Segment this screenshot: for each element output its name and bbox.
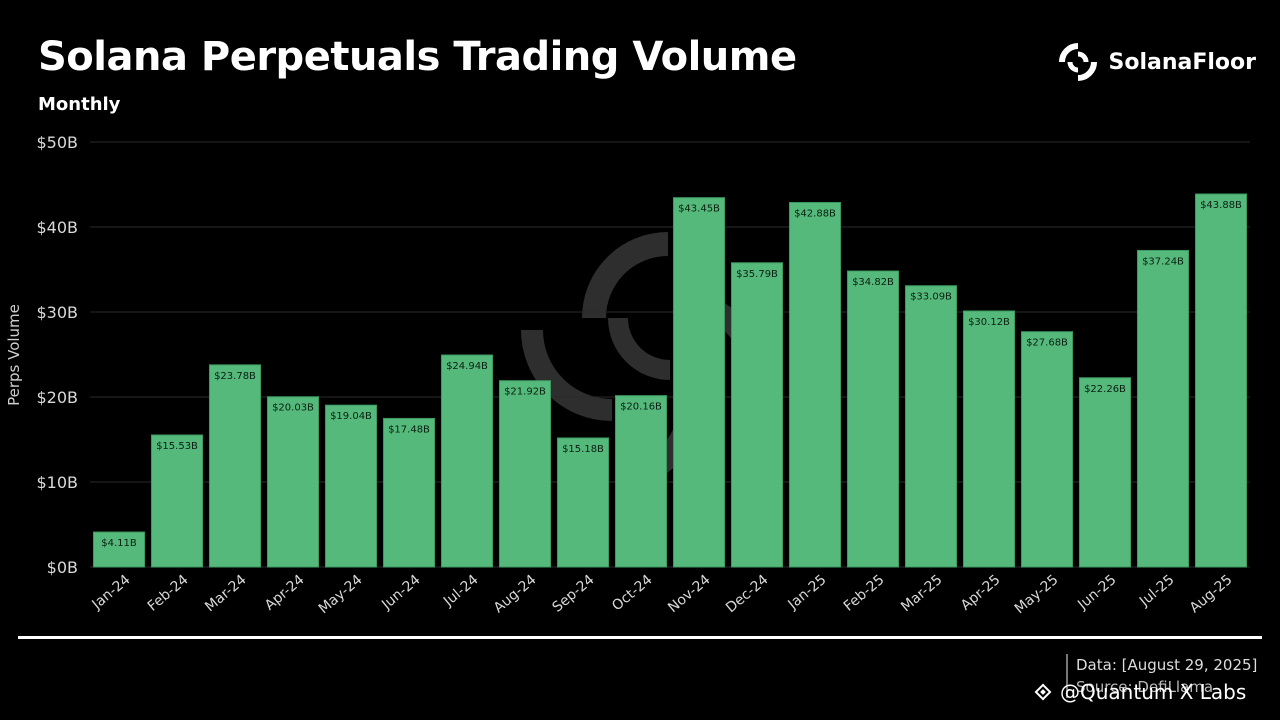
chart-subtitle: Monthly	[38, 94, 121, 115]
bar-value-label: $43.45B	[678, 204, 720, 215]
x-tick-label: Aug-24	[491, 572, 540, 617]
bar	[440, 354, 494, 568]
x-tick-label: Aug-25	[1187, 572, 1236, 617]
bar	[1078, 377, 1132, 568]
y-tick-label: $50B	[36, 133, 78, 152]
bar	[382, 417, 436, 568]
x-tick-label: Jul-24	[440, 572, 482, 611]
bar	[788, 202, 842, 568]
brand-logo: SolanaFloor	[1056, 40, 1256, 84]
bar	[962, 310, 1016, 568]
bar-value-label: $30.12B	[968, 317, 1010, 328]
watermark-text: @Quantum X Labs	[1060, 680, 1247, 704]
bar	[498, 380, 552, 568]
x-tick-label: May-25	[1012, 572, 1062, 617]
x-tick-label: Jun-24	[378, 572, 423, 614]
bar-value-label: $17.48B	[388, 424, 430, 435]
x-tick-label: Feb-24	[145, 572, 192, 615]
x-tick-label: May-24	[316, 572, 366, 617]
binance-diamond-icon	[1034, 683, 1052, 701]
x-tick-label: Dec-24	[723, 572, 772, 616]
x-tick-label: Feb-25	[841, 572, 888, 615]
x-tick-label: Jul-25	[1136, 572, 1178, 610]
bar	[846, 270, 900, 568]
bar	[1136, 249, 1190, 568]
y-tick-label: $0B	[47, 558, 78, 577]
bar-value-label: $4.11B	[101, 538, 137, 549]
bar	[1194, 193, 1248, 568]
bar-value-label: $20.03B	[272, 403, 314, 414]
x-tick-label: Jan-24	[88, 572, 133, 614]
y-tick-label: $20B	[36, 388, 78, 407]
bar-chart: $0B $10B $20B $30B $40B $50B $4.11B $15.53B $23…	[36, 133, 1250, 617]
footer-divider	[18, 636, 1262, 639]
bar	[150, 434, 204, 568]
bar-value-label: $19.04B	[330, 411, 372, 422]
bar-value-label: $35.79B	[736, 269, 778, 280]
bar	[266, 396, 320, 568]
solanafloor-logo-icon	[1059, 43, 1098, 81]
bar-value-label: $22.26B	[1084, 384, 1126, 395]
bar	[614, 395, 668, 568]
bar-value-label: $24.94B	[446, 361, 488, 372]
x-tick-label: Sep-24	[550, 572, 598, 616]
y-tick-label: $30B	[36, 303, 78, 322]
bar-value-label: $21.92B	[504, 387, 546, 398]
x-tick-label: Oct-24	[609, 572, 655, 615]
source-note: Source: DefiLlama	[1076, 678, 1214, 696]
bar	[672, 197, 726, 568]
bar-value-label: $15.53B	[156, 441, 198, 452]
bar-value-label: $34.82B	[852, 277, 894, 288]
bar-value-label: $37.24B	[1142, 256, 1184, 267]
footer-note: Data: [August 29, 2025] Source: DefiLlam…	[1066, 654, 1257, 698]
bar	[904, 285, 958, 568]
bar	[208, 364, 262, 568]
x-tick-label: Apr-25	[958, 572, 1004, 614]
bar	[556, 437, 610, 568]
bar-value-label: $43.88B	[1200, 200, 1242, 211]
logo-text: SolanaFloor	[1108, 49, 1256, 75]
bar	[730, 262, 784, 568]
bar-value-label: $33.09B	[910, 292, 952, 303]
bar-value-label: $42.88B	[794, 209, 836, 220]
data-date-note: Data: [August 29, 2025]	[1076, 656, 1258, 674]
bar-value-label: $23.78B	[214, 371, 256, 382]
x-tick-label: Nov-24	[665, 572, 714, 616]
chart-title: Solana Perpetuals Trading Volume	[38, 34, 797, 80]
x-tick-label: Apr-24	[262, 572, 308, 614]
bar	[324, 404, 378, 568]
x-tick-label: Jan-25	[784, 572, 829, 613]
bar-value-label: $27.68B	[1026, 338, 1068, 349]
bar	[92, 531, 146, 568]
x-tick-label: Mar-25	[898, 572, 945, 615]
bar	[1020, 331, 1074, 568]
x-tick-label: Jun-25	[1074, 572, 1119, 614]
watermark: @Quantum X Labs	[1032, 680, 1246, 704]
y-tick-label: $40B	[36, 218, 78, 237]
x-tick-label: Mar-24	[202, 572, 249, 615]
bar-value-label: $20.16B	[620, 402, 662, 413]
bar-value-label: $15.18B	[562, 444, 604, 455]
y-tick-label: $10B	[36, 473, 78, 492]
